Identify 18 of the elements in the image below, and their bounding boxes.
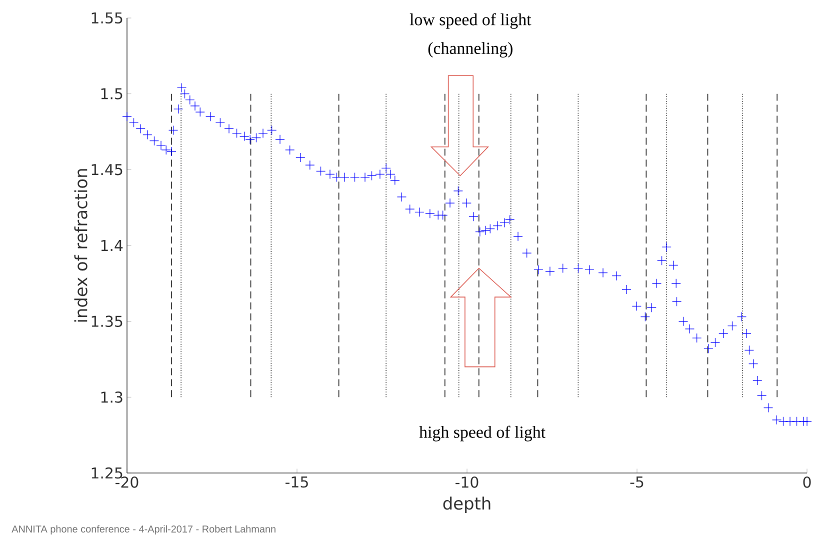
- annotation: (channeling): [428, 42, 512, 58]
- x-tick-label: -5: [630, 476, 644, 488]
- annotation: high speed of light: [419, 426, 546, 442]
- x-tick-label: -10: [456, 476, 478, 488]
- y-tick-label: 1.35: [92, 316, 122, 328]
- y-tick-label: 1.55: [92, 12, 122, 24]
- x-tick-label: -15: [286, 476, 308, 488]
- y-tick-label: 1.5: [101, 88, 122, 100]
- y-axis-title: index of refraction: [74, 169, 88, 322]
- x-axis-title: depth: [443, 496, 490, 514]
- x-tick-label: -20: [116, 476, 138, 488]
- annotation: low speed of light: [410, 13, 532, 30]
- y-tick-label: 1.25: [92, 468, 122, 479]
- y-tick-label: 1.4: [101, 240, 123, 252]
- y-tick-label: 1.45: [92, 164, 122, 176]
- x-tick-label: 0: [803, 476, 811, 488]
- text: ANNITA phone conference - 4-April-2017 - Robert Lahmann: [12, 525, 276, 535]
- y-tick-label: 1.3: [101, 392, 122, 404]
